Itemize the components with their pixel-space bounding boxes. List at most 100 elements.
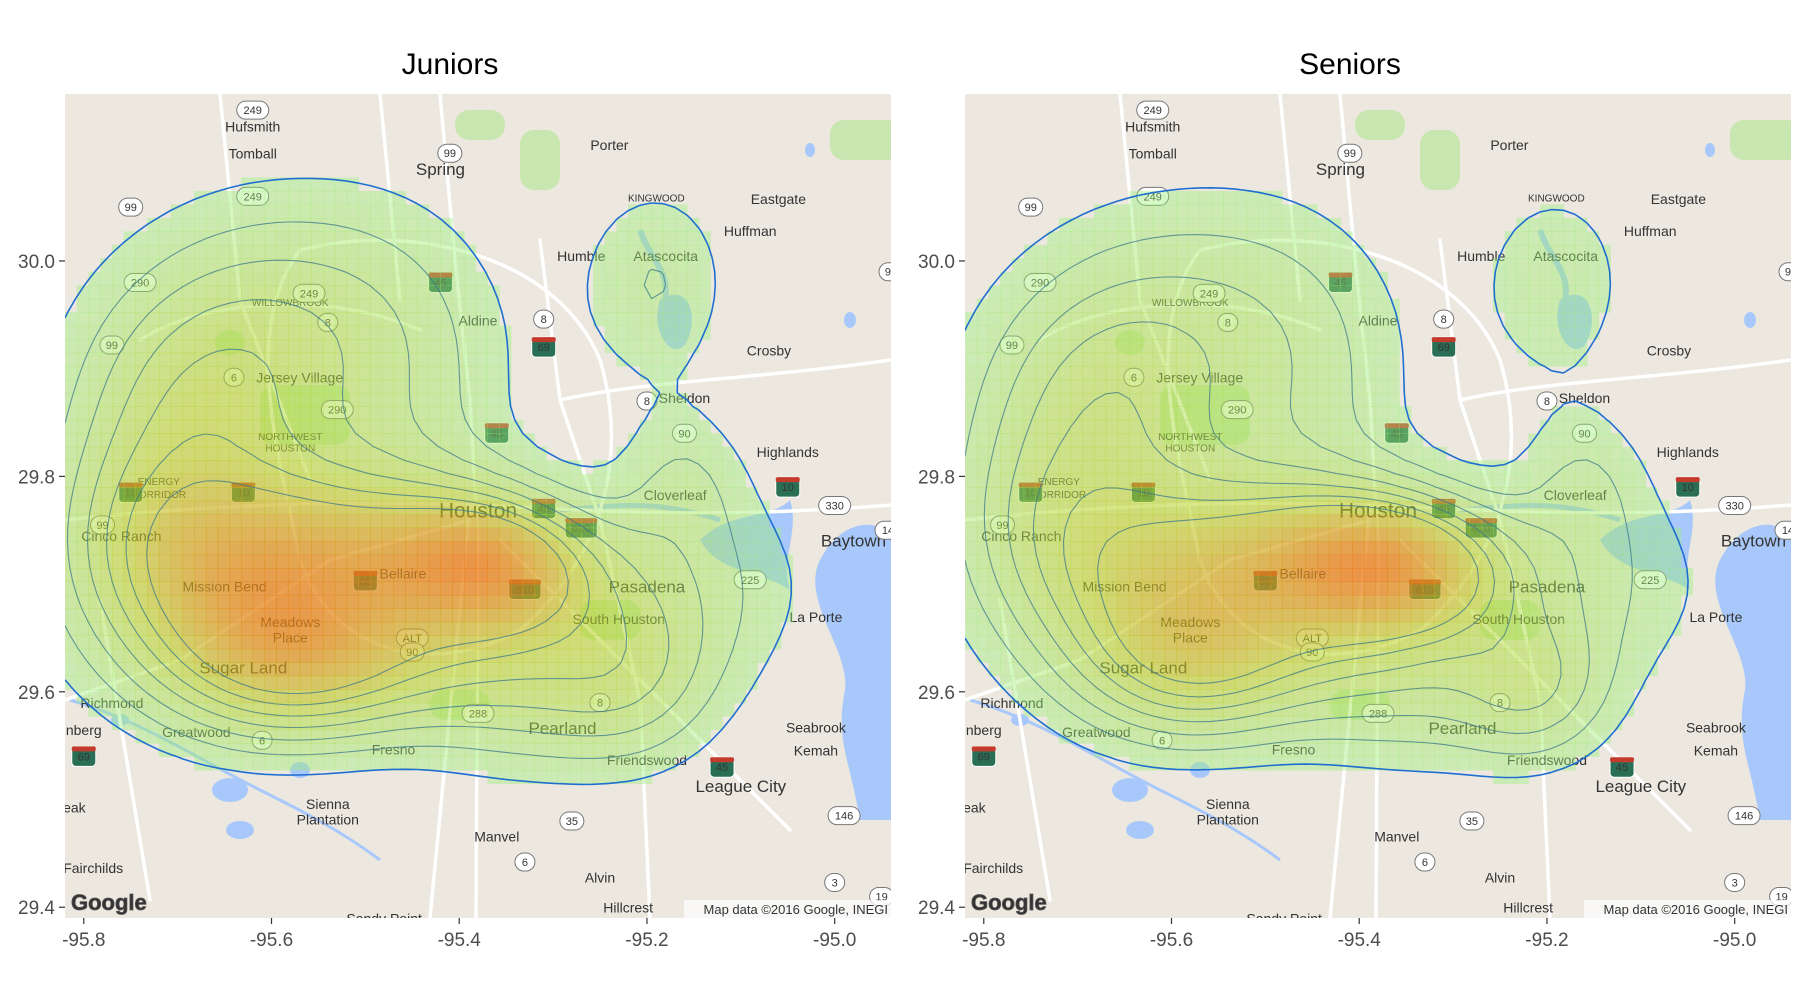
density-contour (65, 177, 792, 786)
place-label: Eastgate (751, 191, 806, 207)
route-number: 8 (1225, 317, 1231, 329)
place-label: Huffman (1624, 223, 1677, 239)
galveston-bay (815, 524, 891, 820)
lake-houston (1557, 294, 1592, 349)
route-number: 288 (1369, 708, 1387, 720)
route-number: 6 (1422, 857, 1428, 869)
place-label: Highlands (1657, 444, 1719, 460)
route-number: 249 (1144, 105, 1162, 117)
y-tick-label: 29.8 (18, 467, 55, 488)
google-logo: Google (971, 890, 1047, 915)
y-tick-label: 29.8 (918, 467, 955, 488)
route-shield: 8 (636, 391, 658, 411)
place-label: Spring (416, 160, 465, 179)
y-tick-label: 29.4 (18, 898, 55, 919)
place-label: La Porte (1689, 609, 1742, 625)
route-number: 290 (1228, 405, 1246, 417)
place-label: Friendswood (607, 752, 687, 768)
x-tick-label: -95.0 (813, 930, 856, 951)
place-label: Manvel (1374, 829, 1419, 845)
density-contour (65, 221, 744, 759)
route-shield: 146 (827, 806, 861, 826)
density-contour (965, 187, 1689, 779)
place-label: Crosby (747, 343, 791, 359)
river (637, 229, 669, 301)
place-label: Huffman (724, 223, 777, 239)
route-shield: 45 (484, 422, 510, 444)
density-contour (66, 259, 704, 741)
place-label: Baytown (821, 531, 886, 550)
galveston-bay (1715, 524, 1791, 820)
juniors-panel: Juniors Hufsmith Tomball Spring Porter KINGW… (18, 48, 900, 951)
route-number: 225 (1641, 575, 1659, 587)
contour-lines (965, 187, 1689, 779)
place-label: Highlands (757, 444, 819, 460)
x-tick-label: -95.8 (962, 930, 1005, 951)
route-number: 45 (716, 762, 728, 774)
route-shield: 225 (733, 570, 767, 590)
place-label: League City (1595, 777, 1686, 796)
route-number: 8 (644, 396, 650, 408)
place-label: Humble (1457, 248, 1505, 264)
place-label: Cloverleaf (644, 487, 707, 503)
density-contour (125, 433, 591, 706)
place-label: Hillcrest (603, 900, 653, 916)
route-number: 330 (1726, 500, 1744, 512)
water-body (844, 312, 856, 328)
density-contour (1032, 391, 1515, 710)
map-attribution: Map data ©2016 Google, INEGI (1604, 902, 1788, 917)
place-label: Manvel (474, 829, 519, 845)
place-label: Richmond (80, 695, 143, 711)
route-shield: 6 (251, 730, 273, 750)
place-label: League City (695, 777, 786, 796)
place-label: Fresno (1272, 741, 1316, 757)
place-label: Fresno (372, 741, 416, 757)
route-shield: 35 (1459, 811, 1485, 831)
route-shield: 45 (1384, 422, 1410, 444)
density-contour (1007, 321, 1562, 723)
water-body (226, 821, 254, 839)
place-label: Sienna (1206, 796, 1250, 812)
route-number: 45 (491, 428, 503, 440)
route-shield: 3 (824, 872, 846, 892)
river (1537, 229, 1569, 301)
water-body (1112, 778, 1148, 802)
panel-title: Juniors (401, 48, 499, 81)
place-label: Spring (1316, 160, 1365, 179)
route-shield: 8 (1536, 391, 1558, 411)
route-shield: 8 (533, 309, 555, 329)
place-label: KINGWOOD (1528, 194, 1585, 205)
water-body (1744, 312, 1756, 328)
route-shield: 288 (1361, 703, 1395, 723)
road (558, 358, 891, 402)
route-number: 8 (1497, 698, 1503, 710)
density-contour (983, 276, 1590, 736)
road (98, 598, 152, 902)
place-label: Atascocita (633, 248, 698, 264)
route-number: 146 (882, 525, 900, 537)
route-shield: 99 (1018, 197, 1044, 217)
route-shield: 99 (1337, 143, 1363, 163)
route-shield: 290 (1220, 400, 1254, 420)
park-area (520, 130, 560, 190)
route-number: 6 (522, 857, 528, 869)
route-number: 99 (106, 340, 118, 352)
route-number: 6 (259, 735, 265, 747)
place-label: Kemah (794, 742, 838, 758)
route-number: 90 (1785, 267, 1797, 279)
route-shield: 249 (236, 100, 270, 120)
place-label: WILLOWBROOK (1152, 298, 1229, 309)
route-number: 99 (1344, 148, 1356, 160)
density-layer (65, 177, 794, 784)
place-label: nberg (66, 722, 102, 738)
route-shield: 69 (1431, 336, 1457, 358)
route-shield: 8 (1433, 309, 1455, 329)
place-label: eak (963, 799, 987, 815)
place-label: Hufsmith (225, 119, 280, 135)
x-tick-label: -95.2 (625, 930, 668, 951)
place-label: Sandy Point (346, 910, 422, 926)
route-number: 146 (835, 811, 853, 823)
route-shield: 6 (1414, 852, 1436, 872)
route-number: 249 (244, 191, 262, 203)
place-label: Atascocita (1533, 248, 1598, 264)
